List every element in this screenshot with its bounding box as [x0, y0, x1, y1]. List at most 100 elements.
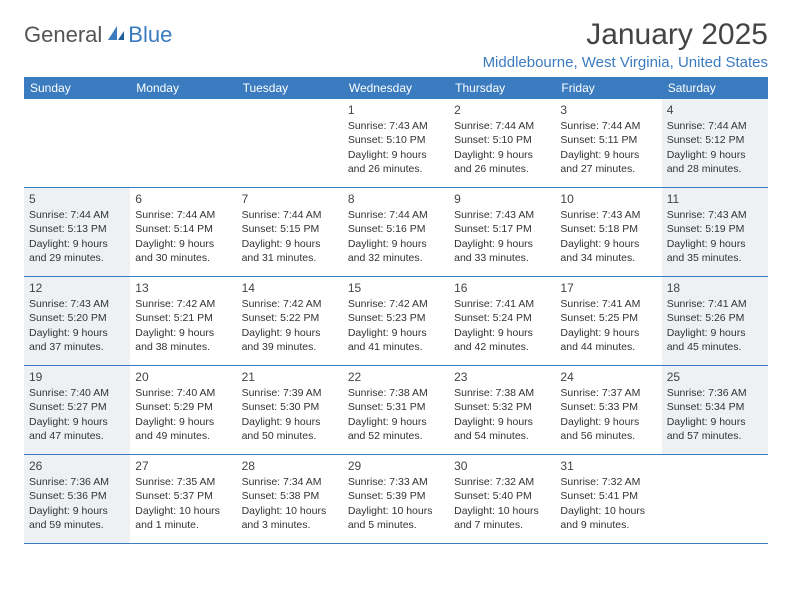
- day-number: 8: [348, 191, 444, 207]
- day-detail-line: Daylight: 9 hours: [560, 237, 656, 251]
- day-cell-25: 25Sunrise: 7:36 AMSunset: 5:34 PMDayligh…: [662, 366, 768, 454]
- day-detail-line: Sunset: 5:26 PM: [667, 311, 763, 325]
- day-number: 30: [454, 458, 550, 474]
- day-cell-12: 12Sunrise: 7:43 AMSunset: 5:20 PMDayligh…: [24, 277, 130, 365]
- day-detail-line: Daylight: 9 hours: [348, 148, 444, 162]
- day-detail-line: Sunset: 5:25 PM: [560, 311, 656, 325]
- day-number: 25: [667, 369, 763, 385]
- day-detail-line: and 39 minutes.: [242, 340, 338, 354]
- day-cell-1: 1Sunrise: 7:43 AMSunset: 5:10 PMDaylight…: [343, 99, 449, 187]
- day-number: 14: [242, 280, 338, 296]
- day-detail-line: Daylight: 9 hours: [560, 326, 656, 340]
- day-detail-line: and 33 minutes.: [454, 251, 550, 265]
- day-detail-line: Sunrise: 7:44 AM: [135, 208, 231, 222]
- day-cell-15: 15Sunrise: 7:42 AMSunset: 5:23 PMDayligh…: [343, 277, 449, 365]
- day-detail-line: and 37 minutes.: [29, 340, 125, 354]
- day-detail-line: Sunrise: 7:43 AM: [348, 119, 444, 133]
- day-cell-4: 4Sunrise: 7:44 AMSunset: 5:12 PMDaylight…: [662, 99, 768, 187]
- header: General Blue January 2025 Middlebourne, …: [24, 18, 768, 71]
- day-detail-line: and 27 minutes.: [560, 162, 656, 176]
- day-cell-10: 10Sunrise: 7:43 AMSunset: 5:18 PMDayligh…: [555, 188, 661, 276]
- day-detail-line: and 7 minutes.: [454, 518, 550, 532]
- day-detail-line: Daylight: 9 hours: [454, 148, 550, 162]
- day-detail-line: and 9 minutes.: [560, 518, 656, 532]
- day-detail-line: Sunset: 5:38 PM: [242, 489, 338, 503]
- day-detail-line: Daylight: 10 hours: [454, 504, 550, 518]
- day-detail-line: Daylight: 10 hours: [242, 504, 338, 518]
- day-cell-empty: [662, 455, 768, 543]
- day-detail-line: Sunrise: 7:44 AM: [29, 208, 125, 222]
- day-detail-line: Daylight: 9 hours: [560, 148, 656, 162]
- day-number: 3: [560, 102, 656, 118]
- day-detail-line: Sunset: 5:10 PM: [348, 133, 444, 147]
- day-cell-empty: [24, 99, 130, 187]
- weekday-friday: Friday: [555, 77, 661, 99]
- day-detail-line: and 57 minutes.: [667, 429, 763, 443]
- day-detail-line: Sunrise: 7:38 AM: [454, 386, 550, 400]
- day-cell-7: 7Sunrise: 7:44 AMSunset: 5:15 PMDaylight…: [237, 188, 343, 276]
- day-detail-line: Sunrise: 7:37 AM: [560, 386, 656, 400]
- day-detail-line: Sunrise: 7:40 AM: [135, 386, 231, 400]
- day-detail-line: and 42 minutes.: [454, 340, 550, 354]
- day-cell-22: 22Sunrise: 7:38 AMSunset: 5:31 PMDayligh…: [343, 366, 449, 454]
- day-detail-line: Daylight: 9 hours: [348, 326, 444, 340]
- day-number: 13: [135, 280, 231, 296]
- day-detail-line: Sunrise: 7:39 AM: [242, 386, 338, 400]
- day-detail-line: Sunset: 5:39 PM: [348, 489, 444, 503]
- day-detail-line: Sunrise: 7:38 AM: [348, 386, 444, 400]
- day-detail-line: Daylight: 10 hours: [560, 504, 656, 518]
- day-number: 22: [348, 369, 444, 385]
- location: Middlebourne, West Virginia, United Stat…: [483, 54, 768, 71]
- day-detail-line: Daylight: 9 hours: [29, 326, 125, 340]
- day-detail-line: and 54 minutes.: [454, 429, 550, 443]
- day-number: 15: [348, 280, 444, 296]
- day-number: 7: [242, 191, 338, 207]
- day-detail-line: Sunset: 5:16 PM: [348, 222, 444, 236]
- day-detail-line: Daylight: 9 hours: [242, 415, 338, 429]
- day-detail-line: Daylight: 9 hours: [242, 326, 338, 340]
- day-detail-line: and 49 minutes.: [135, 429, 231, 443]
- day-detail-line: Sunrise: 7:43 AM: [454, 208, 550, 222]
- day-detail-line: Sunrise: 7:42 AM: [348, 297, 444, 311]
- calendar: SundayMondayTuesdayWednesdayThursdayFrid…: [24, 77, 768, 544]
- day-cell-17: 17Sunrise: 7:41 AMSunset: 5:25 PMDayligh…: [555, 277, 661, 365]
- day-detail-line: and 34 minutes.: [560, 251, 656, 265]
- weekday-monday: Monday: [130, 77, 236, 99]
- day-detail-line: Daylight: 9 hours: [560, 415, 656, 429]
- day-detail-line: Sunrise: 7:40 AM: [29, 386, 125, 400]
- day-cell-6: 6Sunrise: 7:44 AMSunset: 5:14 PMDaylight…: [130, 188, 236, 276]
- day-cell-29: 29Sunrise: 7:33 AMSunset: 5:39 PMDayligh…: [343, 455, 449, 543]
- day-detail-line: Sunset: 5:30 PM: [242, 400, 338, 414]
- day-detail-line: Sunset: 5:11 PM: [560, 133, 656, 147]
- day-detail-line: and 29 minutes.: [29, 251, 125, 265]
- day-detail-line: Sunset: 5:22 PM: [242, 311, 338, 325]
- week-row: 26Sunrise: 7:36 AMSunset: 5:36 PMDayligh…: [24, 455, 768, 544]
- week-row: 12Sunrise: 7:43 AMSunset: 5:20 PMDayligh…: [24, 277, 768, 366]
- day-detail-line: and 28 minutes.: [667, 162, 763, 176]
- day-detail-line: Sunrise: 7:42 AM: [242, 297, 338, 311]
- day-detail-line: Daylight: 9 hours: [29, 504, 125, 518]
- day-detail-line: and 59 minutes.: [29, 518, 125, 532]
- day-cell-2: 2Sunrise: 7:44 AMSunset: 5:10 PMDaylight…: [449, 99, 555, 187]
- day-number: 9: [454, 191, 550, 207]
- day-number: 2: [454, 102, 550, 118]
- day-detail-line: and 56 minutes.: [560, 429, 656, 443]
- month-title: January 2025: [483, 18, 768, 52]
- logo-text-2: Blue: [128, 22, 172, 48]
- day-detail-line: Sunset: 5:32 PM: [454, 400, 550, 414]
- day-detail-line: Daylight: 10 hours: [348, 504, 444, 518]
- day-detail-line: Daylight: 9 hours: [454, 237, 550, 251]
- day-number: 12: [29, 280, 125, 296]
- day-detail-line: Sunrise: 7:43 AM: [667, 208, 763, 222]
- day-detail-line: Sunset: 5:19 PM: [667, 222, 763, 236]
- day-detail-line: Sunset: 5:20 PM: [29, 311, 125, 325]
- day-cell-18: 18Sunrise: 7:41 AMSunset: 5:26 PMDayligh…: [662, 277, 768, 365]
- day-detail-line: Daylight: 9 hours: [454, 326, 550, 340]
- day-cell-8: 8Sunrise: 7:44 AMSunset: 5:16 PMDaylight…: [343, 188, 449, 276]
- day-detail-line: Daylight: 9 hours: [667, 148, 763, 162]
- day-detail-line: Daylight: 9 hours: [348, 415, 444, 429]
- day-number: 27: [135, 458, 231, 474]
- day-detail-line: and 52 minutes.: [348, 429, 444, 443]
- day-number: 18: [667, 280, 763, 296]
- day-detail-line: Sunset: 5:10 PM: [454, 133, 550, 147]
